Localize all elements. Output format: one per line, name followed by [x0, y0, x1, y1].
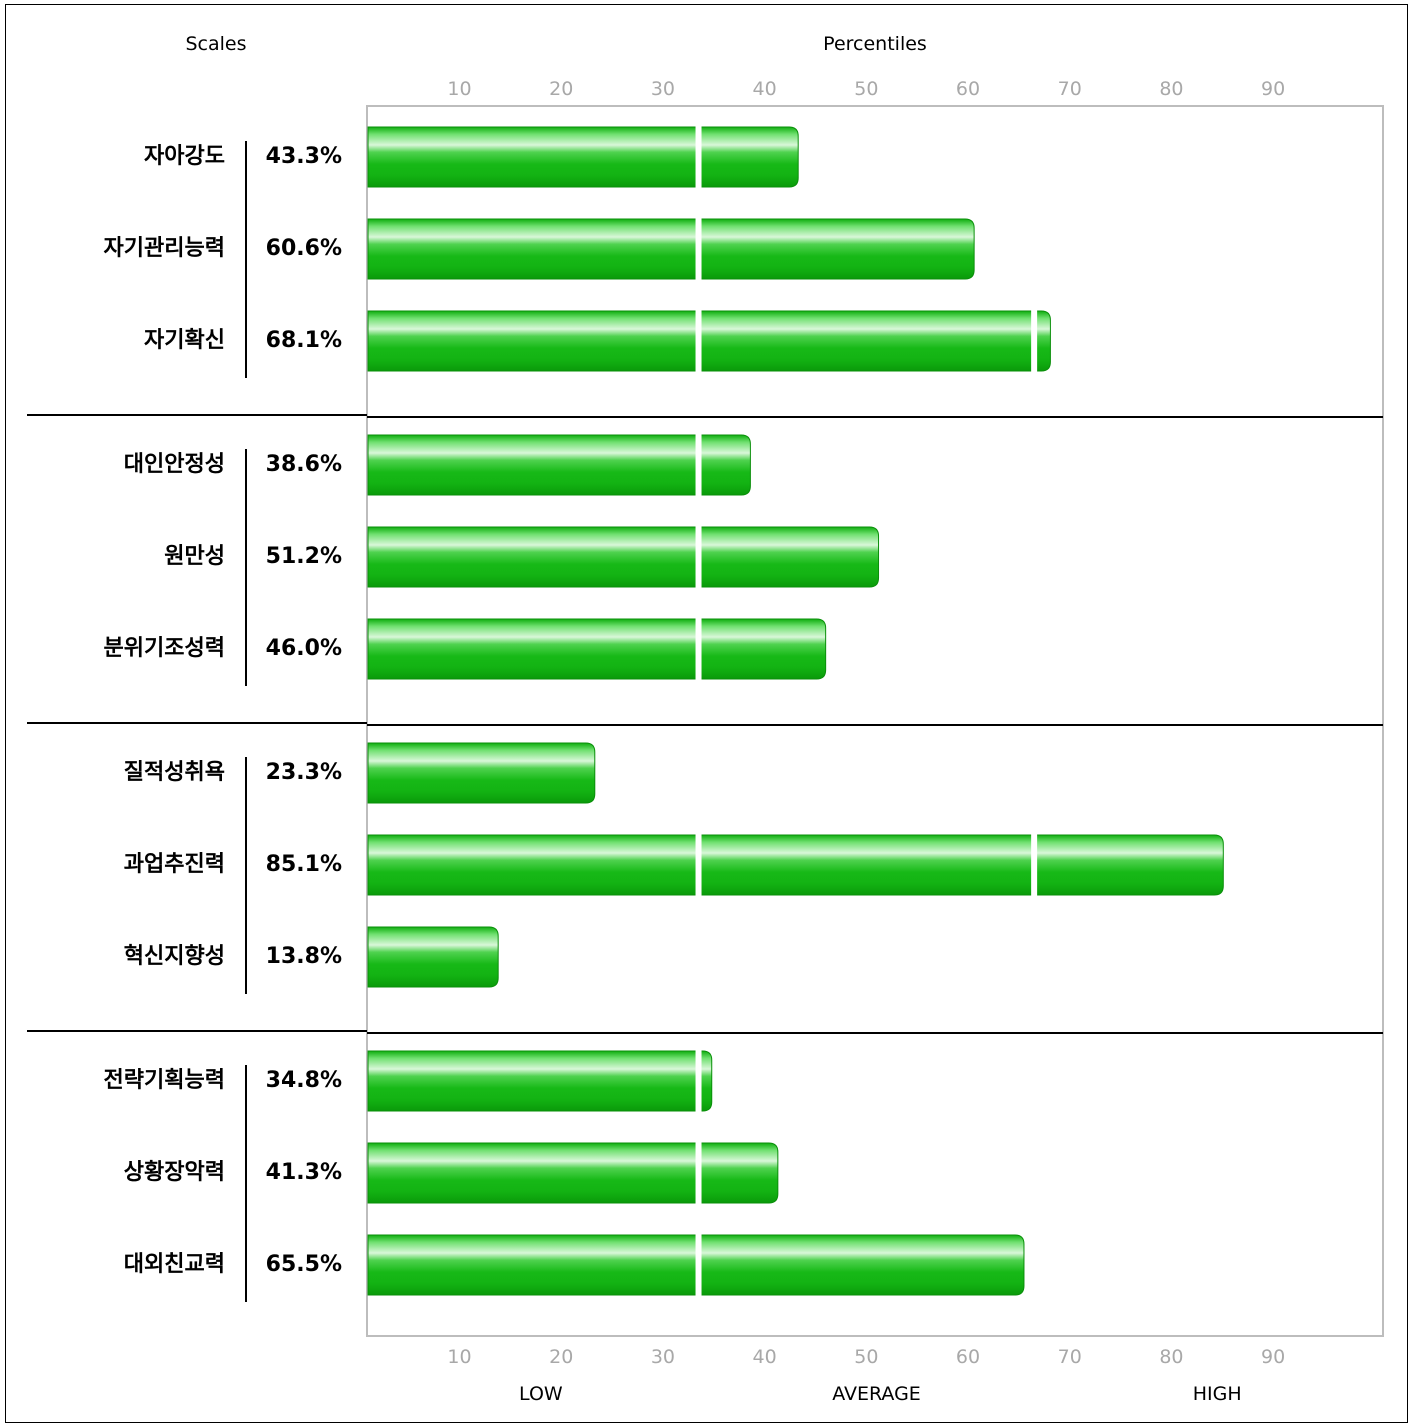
percentiles-header: Percentiles: [823, 33, 927, 55]
bottom-tick-label: 20: [549, 1346, 573, 1368]
zone-gap: [695, 1234, 702, 1296]
bottom-tick-label: 70: [1058, 1346, 1082, 1368]
scale-row: 자기확신 68.1%: [144, 310, 1051, 372]
scale-row: 원만성 51.2%: [164, 526, 880, 588]
scale-row: 대인안정성 38.6%: [124, 434, 751, 496]
percent-label: 51.2%: [266, 544, 342, 569]
zone-gap: [695, 618, 702, 680]
zone-label: AVERAGE: [832, 1383, 921, 1405]
percent-label: 38.6%: [266, 452, 342, 477]
top-tick-label: 50: [854, 78, 878, 100]
zone-gap: [695, 834, 702, 896]
percent-label: 43.3%: [266, 144, 342, 169]
scale-name: 원만성: [164, 544, 225, 569]
percent-label: 85.1%: [266, 852, 342, 877]
plot-area: [366, 105, 1384, 1337]
percentile-bar: [367, 834, 1224, 896]
bottom-tick-label: 90: [1261, 1346, 1285, 1368]
top-tick-label: 30: [651, 78, 675, 100]
scale-groups: 자아강도 43.3% 자기관리능력 60.6% 자기확신 68.1% 대인안정성 38.6% 원…: [27, 126, 1383, 1302]
percent-label: 65.5%: [266, 1252, 342, 1277]
bottom-tick-label: 30: [651, 1346, 675, 1368]
scale-group: 대인안정성 38.6% 원만성 51.2% 분위기조성력 46.0%: [27, 414, 1383, 686]
zone-gap: [695, 310, 702, 372]
zone-gap: [695, 434, 702, 496]
percent-label: 23.3%: [266, 760, 342, 785]
bottom-tick-labels: 10 20 30 40 50 60 70 80 90: [447, 1346, 1285, 1368]
scale-group: 전략기획능력 34.8% 상황장악력 41.3% 대외친교력 65.5%: [27, 1030, 1383, 1302]
percentile-bar: [367, 434, 751, 496]
scales-header: Scales: [185, 33, 246, 55]
scale-row: 대외친교력 65.5%: [124, 1234, 1025, 1296]
zone-gap: [695, 1050, 702, 1112]
scale-name: 과업추진력: [124, 852, 225, 877]
top-tick-label: 40: [753, 78, 777, 100]
bottom-tick-label: 50: [854, 1346, 878, 1368]
scale-name: 대인안정성: [124, 452, 225, 477]
top-tick-label: 80: [1159, 78, 1183, 100]
percent-label: 60.6%: [266, 236, 342, 261]
scale-row: 과업추진력 85.1%: [124, 834, 1224, 896]
percentile-bar: [367, 926, 499, 988]
zone-gap: [695, 218, 702, 280]
zone-gap: [695, 126, 702, 188]
scale-row: 전략기획능력 34.8%: [104, 1050, 713, 1112]
scale-name: 자기관리능력: [104, 236, 225, 261]
scale-row: 자아강도 43.3%: [144, 126, 799, 188]
top-tick-label: 60: [956, 78, 980, 100]
top-tick-labels: 10 20 30 40 50 60 70 80 90: [447, 78, 1285, 100]
top-tick-label: 70: [1058, 78, 1082, 100]
scale-name: 자기확신: [144, 328, 225, 353]
scale-name: 분위기조성력: [104, 636, 225, 661]
scale-name: 상황장악력: [124, 1160, 225, 1185]
bottom-tick-label: 10: [447, 1346, 471, 1368]
scale-group: 자아강도 43.3% 자기관리능력 60.6% 자기확신 68.1%: [104, 126, 1051, 378]
scale-name: 자아강도: [144, 144, 225, 169]
top-tick-label: 20: [549, 78, 573, 100]
zone-label: HIGH: [1193, 1383, 1242, 1405]
percentile-bar: [367, 218, 975, 280]
percentile-bar: [367, 526, 880, 588]
scale-row: 질적성취욕 23.3%: [124, 742, 596, 804]
percentile-bar: [367, 1050, 713, 1112]
top-tick-label: 10: [447, 78, 471, 100]
percent-label: 34.8%: [266, 1068, 342, 1093]
percentile-bar: [367, 742, 596, 804]
scale-row: 혁신지향성 13.8%: [124, 926, 499, 988]
percent-label: 68.1%: [266, 328, 342, 353]
top-tick-label: 90: [1261, 78, 1285, 100]
percentile-bar: [367, 310, 1051, 372]
percent-label: 41.3%: [266, 1160, 342, 1185]
zone-gap: [1031, 834, 1038, 896]
percent-label: 46.0%: [266, 636, 342, 661]
scale-group: 질적성취욕 23.3% 과업추진력 85.1% 혁신지향성 13.8%: [27, 722, 1383, 994]
zone-gap: [695, 526, 702, 588]
chart-frame: [5, 4, 1408, 1423]
scale-row: 상황장악력 41.3%: [124, 1142, 779, 1204]
percentile-bar: [367, 618, 827, 680]
percentile-bar: [367, 126, 799, 188]
zone-gap: [1031, 310, 1038, 372]
scale-name: 대외친교력: [124, 1252, 225, 1277]
zone-labels: LOW AVERAGE HIGH: [519, 1383, 1242, 1405]
zone-gap: [695, 1142, 702, 1204]
percent-label: 13.8%: [266, 944, 342, 969]
bottom-tick-label: 40: [753, 1346, 777, 1368]
scale-row: 자기관리능력 60.6%: [104, 218, 975, 280]
scale-row: 분위기조성력 46.0%: [104, 618, 827, 680]
scale-name: 질적성취욕: [124, 760, 225, 785]
scale-name: 전략기획능력: [104, 1068, 225, 1093]
zone-label: LOW: [519, 1383, 563, 1405]
scale-name: 혁신지향성: [124, 943, 225, 969]
percentile-bar: [367, 1142, 779, 1204]
bottom-tick-label: 80: [1159, 1346, 1183, 1368]
bottom-tick-label: 60: [956, 1346, 980, 1368]
